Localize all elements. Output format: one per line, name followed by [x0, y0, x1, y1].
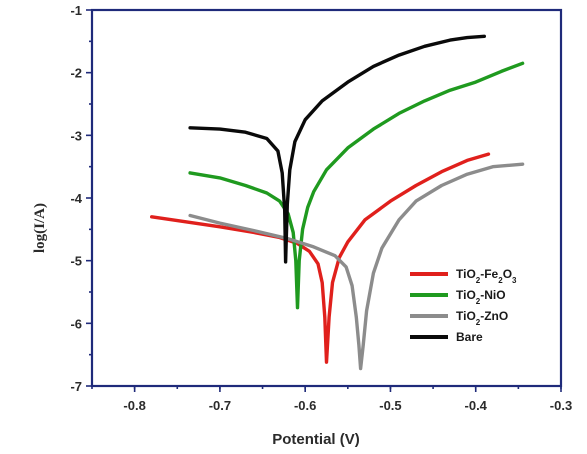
series-layer	[149, 34, 525, 371]
legend-label-0: TiO2-Fe2O3	[456, 267, 517, 285]
x-tick-label: -0.7	[209, 398, 231, 413]
y-tick-label: -3	[70, 128, 82, 143]
y-axis: -1 -2 -3 -4 -5 -6 -7	[70, 3, 92, 394]
series-line-1	[188, 61, 525, 310]
legend-label-2: TiO2-ZnO	[456, 309, 508, 327]
y-tick-label: -7	[70, 379, 82, 394]
series-line-2	[188, 162, 525, 371]
legend-label-1: TiO2-NiO	[456, 288, 506, 306]
x-tick-label: -0.5	[379, 398, 401, 413]
y-tick-label: -5	[70, 254, 82, 269]
x-tick-label: -0.8	[123, 398, 145, 413]
legend-label-3: Bare	[456, 330, 483, 344]
y-tick-label: -6	[70, 316, 82, 331]
series-line-3	[188, 34, 486, 264]
x-tick-label: -0.3	[550, 398, 572, 413]
x-tick-label: -0.6	[294, 398, 316, 413]
legend: TiO2-Fe2O3 TiO2-NiO TiO2-ZnO Bare	[410, 267, 517, 344]
series-line-0	[149, 152, 491, 364]
y-tick-label: -4	[70, 191, 82, 206]
y-tick-label: -1	[70, 3, 82, 18]
y-axis-title: log(I/A)	[32, 203, 48, 253]
x-axis-title: Potential (V)	[272, 431, 360, 448]
x-axis: -0.8 -0.7 -0.6 -0.5 -0.4 -0.3	[91, 386, 572, 413]
y-tick-label: -2	[70, 66, 82, 81]
x-tick-label: -0.4	[465, 398, 488, 413]
